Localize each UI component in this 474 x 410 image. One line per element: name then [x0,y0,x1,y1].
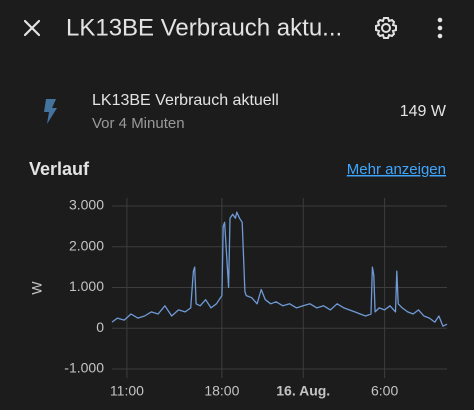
x-tick-label: 18:00 [204,383,239,399]
line-series [111,211,448,327]
settings-button[interactable] [375,17,397,39]
history-title: Verlauf [29,159,90,179]
entity-state: 149 W [400,103,447,120]
x-tick-label: 6:00 [371,383,398,399]
more-button[interactable] [437,17,443,39]
entity-last-changed: Vor 4 Minuten [92,115,185,132]
y-tick-label: -1.000 [64,360,104,376]
entity-name: LK13BE Verbrauch aktuell [92,92,279,109]
flash-icon [44,99,57,124]
y-tick-label: 3.000 [69,197,104,213]
y-tick-label: 2.000 [69,237,104,253]
close-button[interactable] [23,19,41,37]
x-tick-label: 11:00 [110,383,144,399]
history-chart: 3.000 2.000 1.000 0 -1.000 11:00 18:00 16. Aug.… [29,197,448,399]
y-axis-label: W [29,281,45,295]
dialog-title: LK13BE Verbrauch aktu... [66,14,342,41]
y-tick-label: 0 [96,319,104,335]
y-tick-label: 1.000 [69,278,104,294]
x-tick-label: 16. Aug. [276,383,330,399]
more-info-link[interactable]: Mehr anzeigen [347,161,446,178]
